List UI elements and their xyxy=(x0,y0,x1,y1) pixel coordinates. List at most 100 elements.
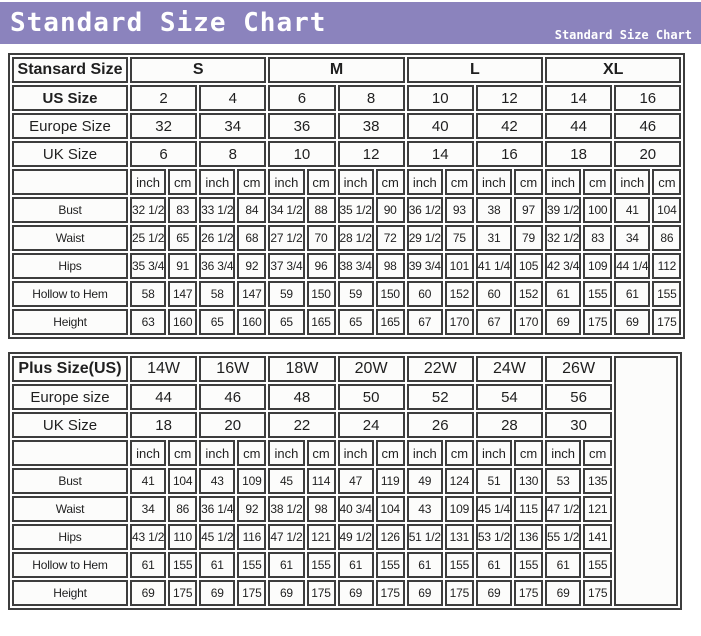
unit-inch-cell: inch xyxy=(614,169,651,195)
measurement-value-cell: 61 xyxy=(545,281,582,307)
measurement-value-cell: 58 xyxy=(199,281,236,307)
measurement-value-cell: 68 xyxy=(237,225,267,251)
row-label: Europe size xyxy=(12,384,128,410)
measurement-value-cell: 61 xyxy=(614,281,651,307)
size-value-cell: 22 xyxy=(268,412,336,438)
measurement-value-cell: 32 1/2 xyxy=(130,197,167,223)
measurement-value-cell: 88 xyxy=(306,197,336,223)
measurement-value-cell: 43 xyxy=(406,496,443,522)
row-label: Height xyxy=(12,580,128,606)
measurement-value-cell: 69 xyxy=(268,580,305,606)
row-label: Waist xyxy=(12,225,128,251)
size-value-cell: 44 xyxy=(130,384,198,410)
measurement-value-cell: 86 xyxy=(652,225,682,251)
measurement-value-cell: 165 xyxy=(306,309,336,335)
unit-inch-cell: inch xyxy=(475,440,513,466)
measurement-value-cell: 155 xyxy=(237,552,267,578)
measurement-value-cell: 34 1/2 xyxy=(268,197,305,223)
measurement-value-cell: 67 xyxy=(406,309,443,335)
measurement-value-cell: 38 1/2 xyxy=(268,496,305,522)
measurement-value-cell: 83 xyxy=(168,197,198,223)
size-charts-container: Stansard Size S M L XL US Size 2 4 6 8 10 12 14 16 Eur… xyxy=(8,53,686,623)
measurement-value-cell: 69 xyxy=(545,580,582,606)
measurement-value-cell: 38 xyxy=(475,197,513,223)
unit-inch-cell: inch xyxy=(406,169,443,195)
size-value-cell: 46 xyxy=(199,384,267,410)
measurement-value-cell: 53 xyxy=(545,468,582,494)
measurement-value-cell: 93 xyxy=(444,197,474,223)
size-value-cell: 26 xyxy=(406,412,474,438)
size-value-cell: 18 xyxy=(130,412,198,438)
unit-inch-cell: inch xyxy=(199,169,236,195)
units-corner-cell xyxy=(12,169,128,195)
unit-inch-cell: inch xyxy=(130,440,167,466)
measurement-value-cell: 51 xyxy=(475,468,513,494)
page-title: Standard Size Chart xyxy=(10,8,327,38)
measurement-value-cell: 91 xyxy=(168,253,198,279)
unit-cm-cell: cm xyxy=(652,169,682,195)
measurement-value-cell: 59 xyxy=(337,281,374,307)
row-label: UK Size xyxy=(12,412,128,438)
size-group-cell: L xyxy=(406,57,544,83)
size-info-row: UK Size 6 8 10 12 14 16 18 20 xyxy=(12,141,682,167)
measurement-value-cell: 124 xyxy=(444,468,474,494)
size-value-cell: 40 xyxy=(406,113,474,139)
measurement-value-cell: 152 xyxy=(514,281,544,307)
measurement-row: Hollow to Hem 61 155 61 155 61 155 61 155 61 155 61… xyxy=(12,552,678,578)
header-bar: Standard Size Chart Standard Size Chart xyxy=(0,2,701,44)
size-value-cell: 48 xyxy=(268,384,336,410)
size-value-cell: 12 xyxy=(337,141,405,167)
measurement-row: Bust 41 104 43 109 45 114 47 119 49 124 51 130 53 135 xyxy=(12,468,678,494)
unit-cm-cell: cm xyxy=(583,440,613,466)
measurement-value-cell: 28 1/2 xyxy=(337,225,374,251)
measurement-value-cell: 155 xyxy=(168,552,198,578)
size-value-cell: 8 xyxy=(337,85,405,111)
measurement-value-cell: 155 xyxy=(306,552,336,578)
row-label: UK Size xyxy=(12,141,128,167)
measurement-value-cell: 115 xyxy=(514,496,544,522)
measurement-value-cell: 155 xyxy=(583,281,613,307)
unit-cm-cell: cm xyxy=(514,169,544,195)
measurement-value-cell: 109 xyxy=(583,253,613,279)
measurement-value-cell: 43 xyxy=(199,468,236,494)
size-info-row: UK Size 18 20 22 24 26 28 30 xyxy=(12,412,678,438)
measurement-value-cell: 44 1/4 xyxy=(614,253,651,279)
measurement-value-cell: 101 xyxy=(444,253,474,279)
measurement-value-cell: 141 xyxy=(583,524,613,550)
size-group-cell: 24W xyxy=(475,356,544,382)
measurement-value-cell: 90 xyxy=(375,197,405,223)
measurement-value-cell: 97 xyxy=(514,197,544,223)
row-label: Europe Size xyxy=(12,113,128,139)
measurement-value-cell: 34 xyxy=(130,496,167,522)
measurement-value-cell: 45 1/4 xyxy=(475,496,513,522)
measurement-row: Hollow to Hem 58 147 58 147 59 150 59 150 60 152 60… xyxy=(12,281,682,307)
unit-inch-cell: inch xyxy=(268,169,305,195)
unit-cm-cell: cm xyxy=(168,440,198,466)
measurement-value-cell: 65 xyxy=(268,309,305,335)
measurement-value-cell: 39 1/2 xyxy=(545,197,582,223)
size-value-cell: 56 xyxy=(545,384,613,410)
size-value-cell: 6 xyxy=(130,141,198,167)
measurement-value-cell: 61 xyxy=(199,552,236,578)
unit-cm-cell: cm xyxy=(237,440,267,466)
measurement-value-cell: 40 3/4 xyxy=(337,496,374,522)
measurement-value-cell: 72 xyxy=(375,225,405,251)
size-value-cell: 38 xyxy=(337,113,405,139)
unit-cm-cell: cm xyxy=(444,169,474,195)
size-value-cell: 16 xyxy=(614,85,682,111)
unit-inch-cell: inch xyxy=(545,169,582,195)
unit-cm-cell: cm xyxy=(237,169,267,195)
measurement-value-cell: 65 xyxy=(337,309,374,335)
size-value-cell: 46 xyxy=(614,113,682,139)
size-info-row: US Size 2 4 6 8 10 12 14 16 xyxy=(12,85,682,111)
size-value-cell: 10 xyxy=(268,141,336,167)
measurement-value-cell: 104 xyxy=(375,496,405,522)
measurement-row: Bust 32 1/2 83 33 1/2 84 34 1/2 88 35 1/2 90 36 1… xyxy=(12,197,682,223)
measurement-value-cell: 131 xyxy=(444,524,474,550)
row-label: Hips xyxy=(12,524,128,550)
measurement-value-cell: 35 1/2 xyxy=(337,197,374,223)
size-value-cell: 14 xyxy=(406,141,474,167)
unit-cm-cell: cm xyxy=(583,169,613,195)
empty-tail-cell xyxy=(614,356,679,606)
measurement-value-cell: 47 1/2 xyxy=(268,524,305,550)
